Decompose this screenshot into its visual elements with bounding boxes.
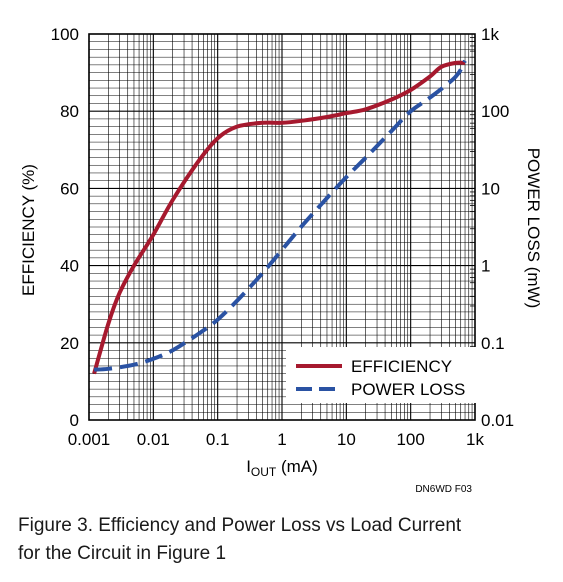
caption-line-2: for the Circuit in Figure 1 [18, 543, 227, 564]
x-tick-label: 0.1 [206, 430, 230, 449]
efficiency-power-loss-chart: 0.001 0.01 0.1 1 10 100 1k 0 20 40 60 80 100 0.01 0.1 1… [19, 25, 543, 495]
figure-caption: Figure 3. Efficiency and Power Loss vs L… [18, 512, 558, 568]
x-axis-label-main: I [246, 457, 251, 476]
y-tick-label-right: 1k [481, 25, 499, 44]
y-tick-label-left: 100 [51, 25, 79, 44]
y-axis-label-left: EFFICIENCY (%) [19, 164, 38, 296]
y-tick-label-right: 0.01 [481, 411, 514, 430]
legend-label-power-loss: POWER LOSS [351, 380, 465, 399]
y-tick-label-left: 60 [60, 179, 79, 198]
y-tick-label-left: 80 [60, 102, 79, 121]
x-axis-label: IOUT (mA) [246, 457, 318, 479]
figure-code-annotation: DN6WD F03 [415, 484, 472, 495]
legend-label-efficiency: EFFICIENCY [351, 357, 452, 376]
x-tick-label: 1 [277, 430, 286, 449]
y-tick-label-right: 10 [481, 179, 500, 198]
y-axis-label-right: POWER LOSS (mW) [524, 148, 543, 309]
plot-frame [88, 33, 476, 421]
x-axis-label-sub: OUT [251, 465, 277, 479]
chart-curves [92, 59, 467, 375]
y-tick-label-left: 0 [70, 411, 79, 430]
caption-line-1: Figure 3. Efficiency and Power Loss vs L… [18, 515, 462, 536]
x-tick-label: 10 [337, 430, 356, 449]
x-tick-label: 1k [466, 430, 484, 449]
series-line-efficiency [92, 60, 466, 375]
x-tick-label: 0.01 [137, 430, 170, 449]
y-tick-label-right: 100 [481, 102, 509, 121]
y-tick-label-right: 1 [481, 257, 490, 276]
series-line-power-loss [93, 59, 467, 372]
y-tick-label-left: 20 [60, 334, 79, 353]
x-axis-label-unit: (mA) [276, 457, 318, 476]
tick-labels: 0.001 0.01 0.1 1 10 100 1k 0 20 40 60 80 100 0.01 0.1 1… [51, 25, 514, 449]
x-tick-label: 0.001 [68, 430, 111, 449]
legend-box [286, 347, 480, 403]
chart-legend: EFFICIENCY POWER LOSS [286, 347, 480, 403]
y-tick-label-left: 40 [60, 257, 79, 276]
x-tick-label: 100 [396, 430, 424, 449]
y-tick-label-right: 0.1 [481, 334, 505, 353]
